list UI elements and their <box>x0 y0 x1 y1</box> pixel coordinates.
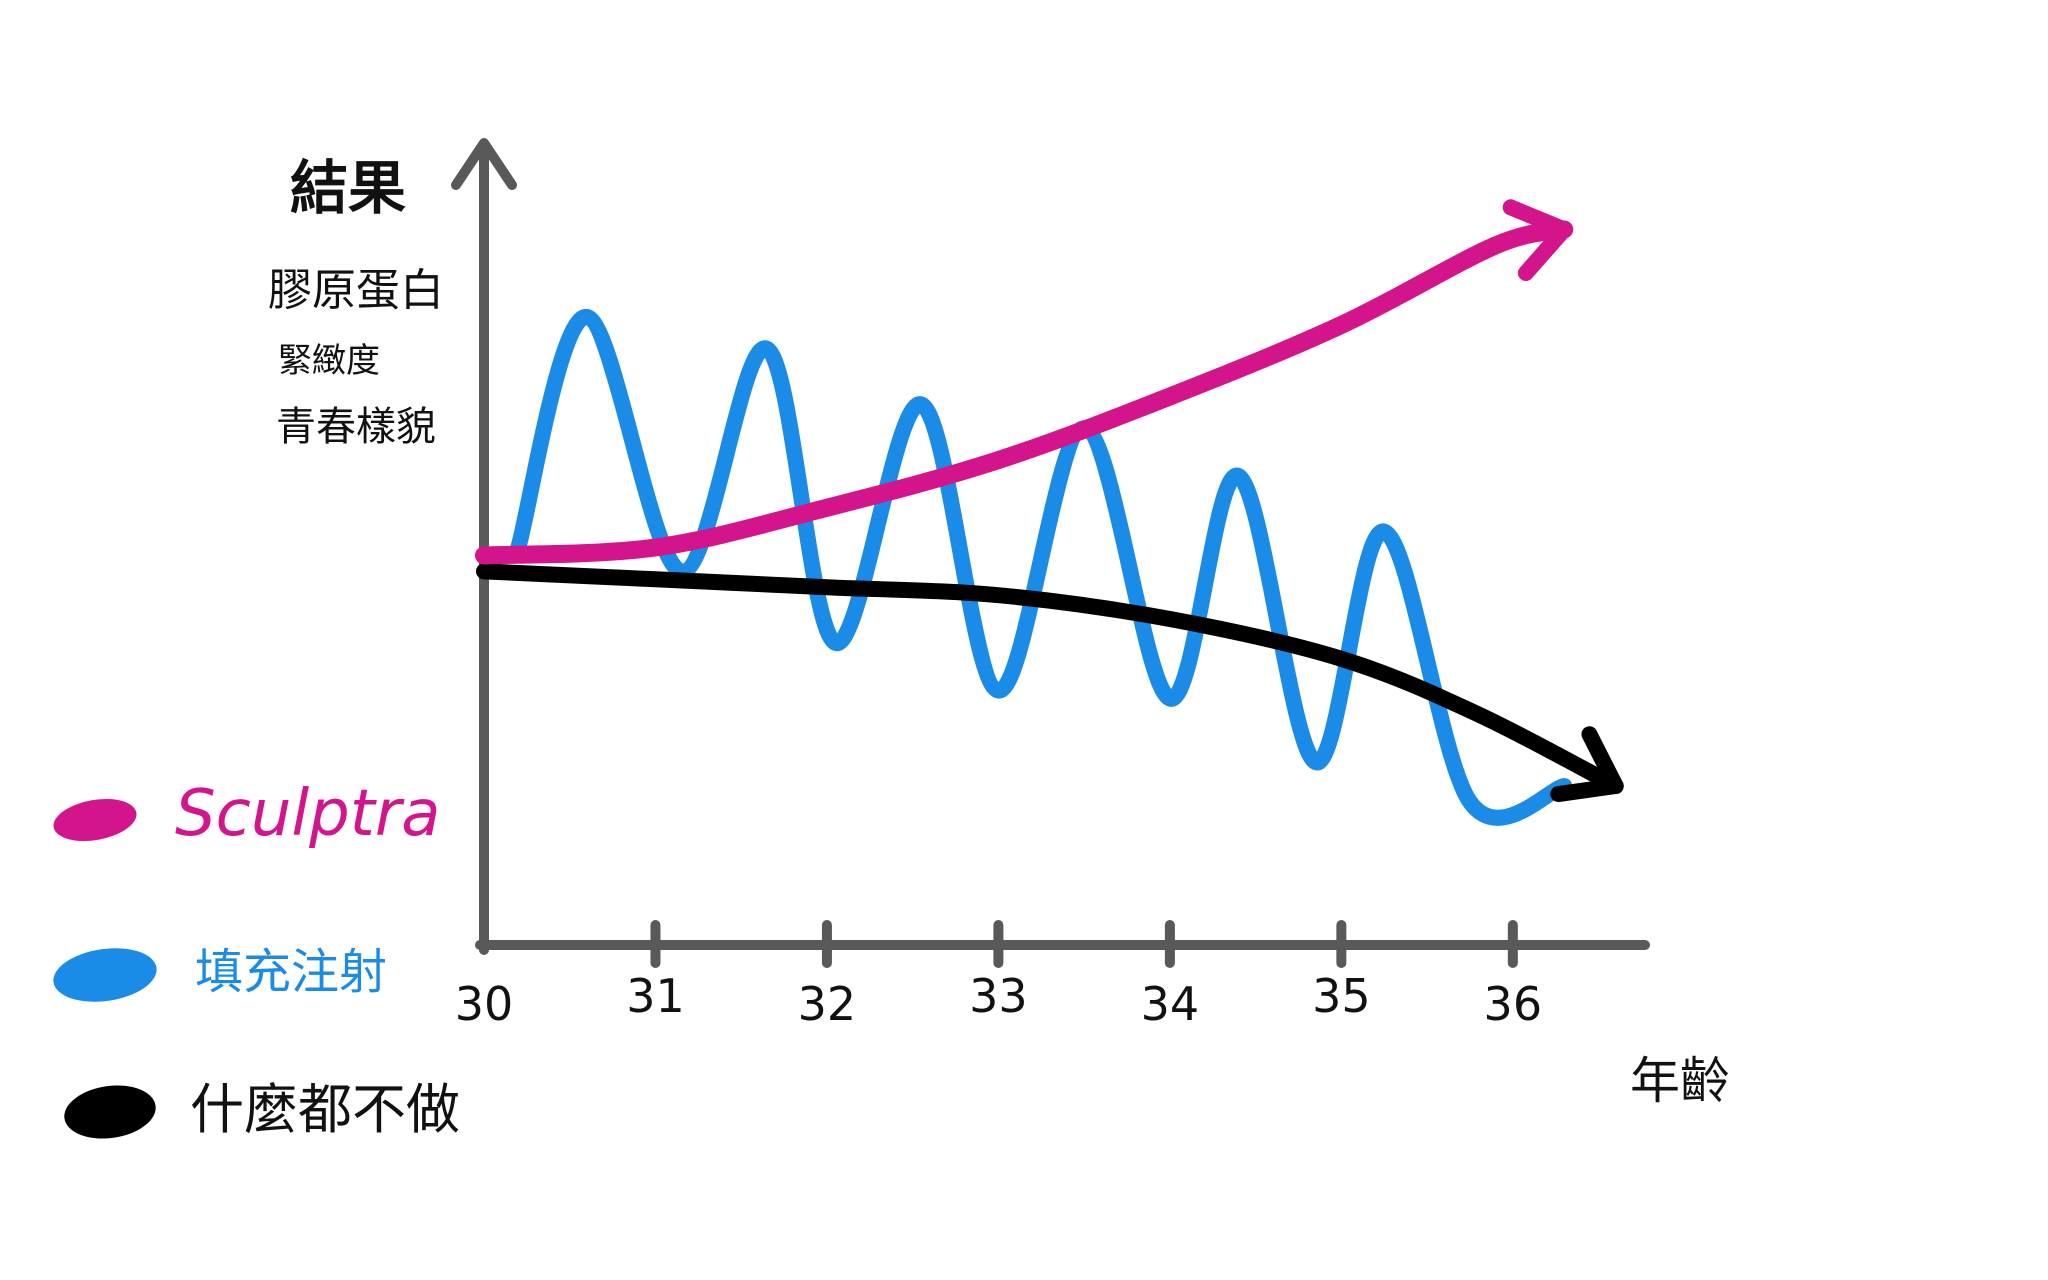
series-sculptra-arrowhead <box>1502 199 1573 281</box>
y-axis-note-2: 緊緻度 <box>278 341 380 381</box>
x-tick-label: 33 <box>969 969 1028 1023</box>
x-tick-label: 34 <box>1141 977 1200 1031</box>
y-axis-note-3: 青春樣貌 <box>276 404 436 450</box>
x-tick-label: 32 <box>798 977 857 1031</box>
legend-label-sculptra: Sculptra <box>175 777 440 851</box>
legend-swatch-sculptra <box>53 798 137 842</box>
x-tick-label: 30 <box>455 977 514 1031</box>
y-axis-note-1: 膠原蛋白 <box>268 265 444 316</box>
series-filler-line <box>510 308 1573 826</box>
x-axis-title: 年齡 <box>1630 1052 1730 1110</box>
legend-swatch-filler <box>53 948 157 1002</box>
x-tick-label: 31 <box>626 969 685 1023</box>
legend: Sculptra 填充注射 什麼都不做 <box>53 777 460 1141</box>
legend-label-filler: 填充注射 <box>195 944 387 1000</box>
legend-label-do-nothing: 什麼都不做 <box>190 1078 460 1141</box>
legend-swatch-do-nothing <box>64 1085 156 1139</box>
x-tick-label: 36 <box>1484 977 1543 1031</box>
x-tick-label: 35 <box>1312 969 1371 1023</box>
series-sculptra-line <box>475 220 1574 565</box>
series-do-nothing-arrowhead <box>1550 726 1624 803</box>
series-do-nothing-line <box>476 563 1624 794</box>
y-axis-title: 結果 <box>290 154 406 222</box>
y-axis-arrowhead <box>451 138 517 190</box>
